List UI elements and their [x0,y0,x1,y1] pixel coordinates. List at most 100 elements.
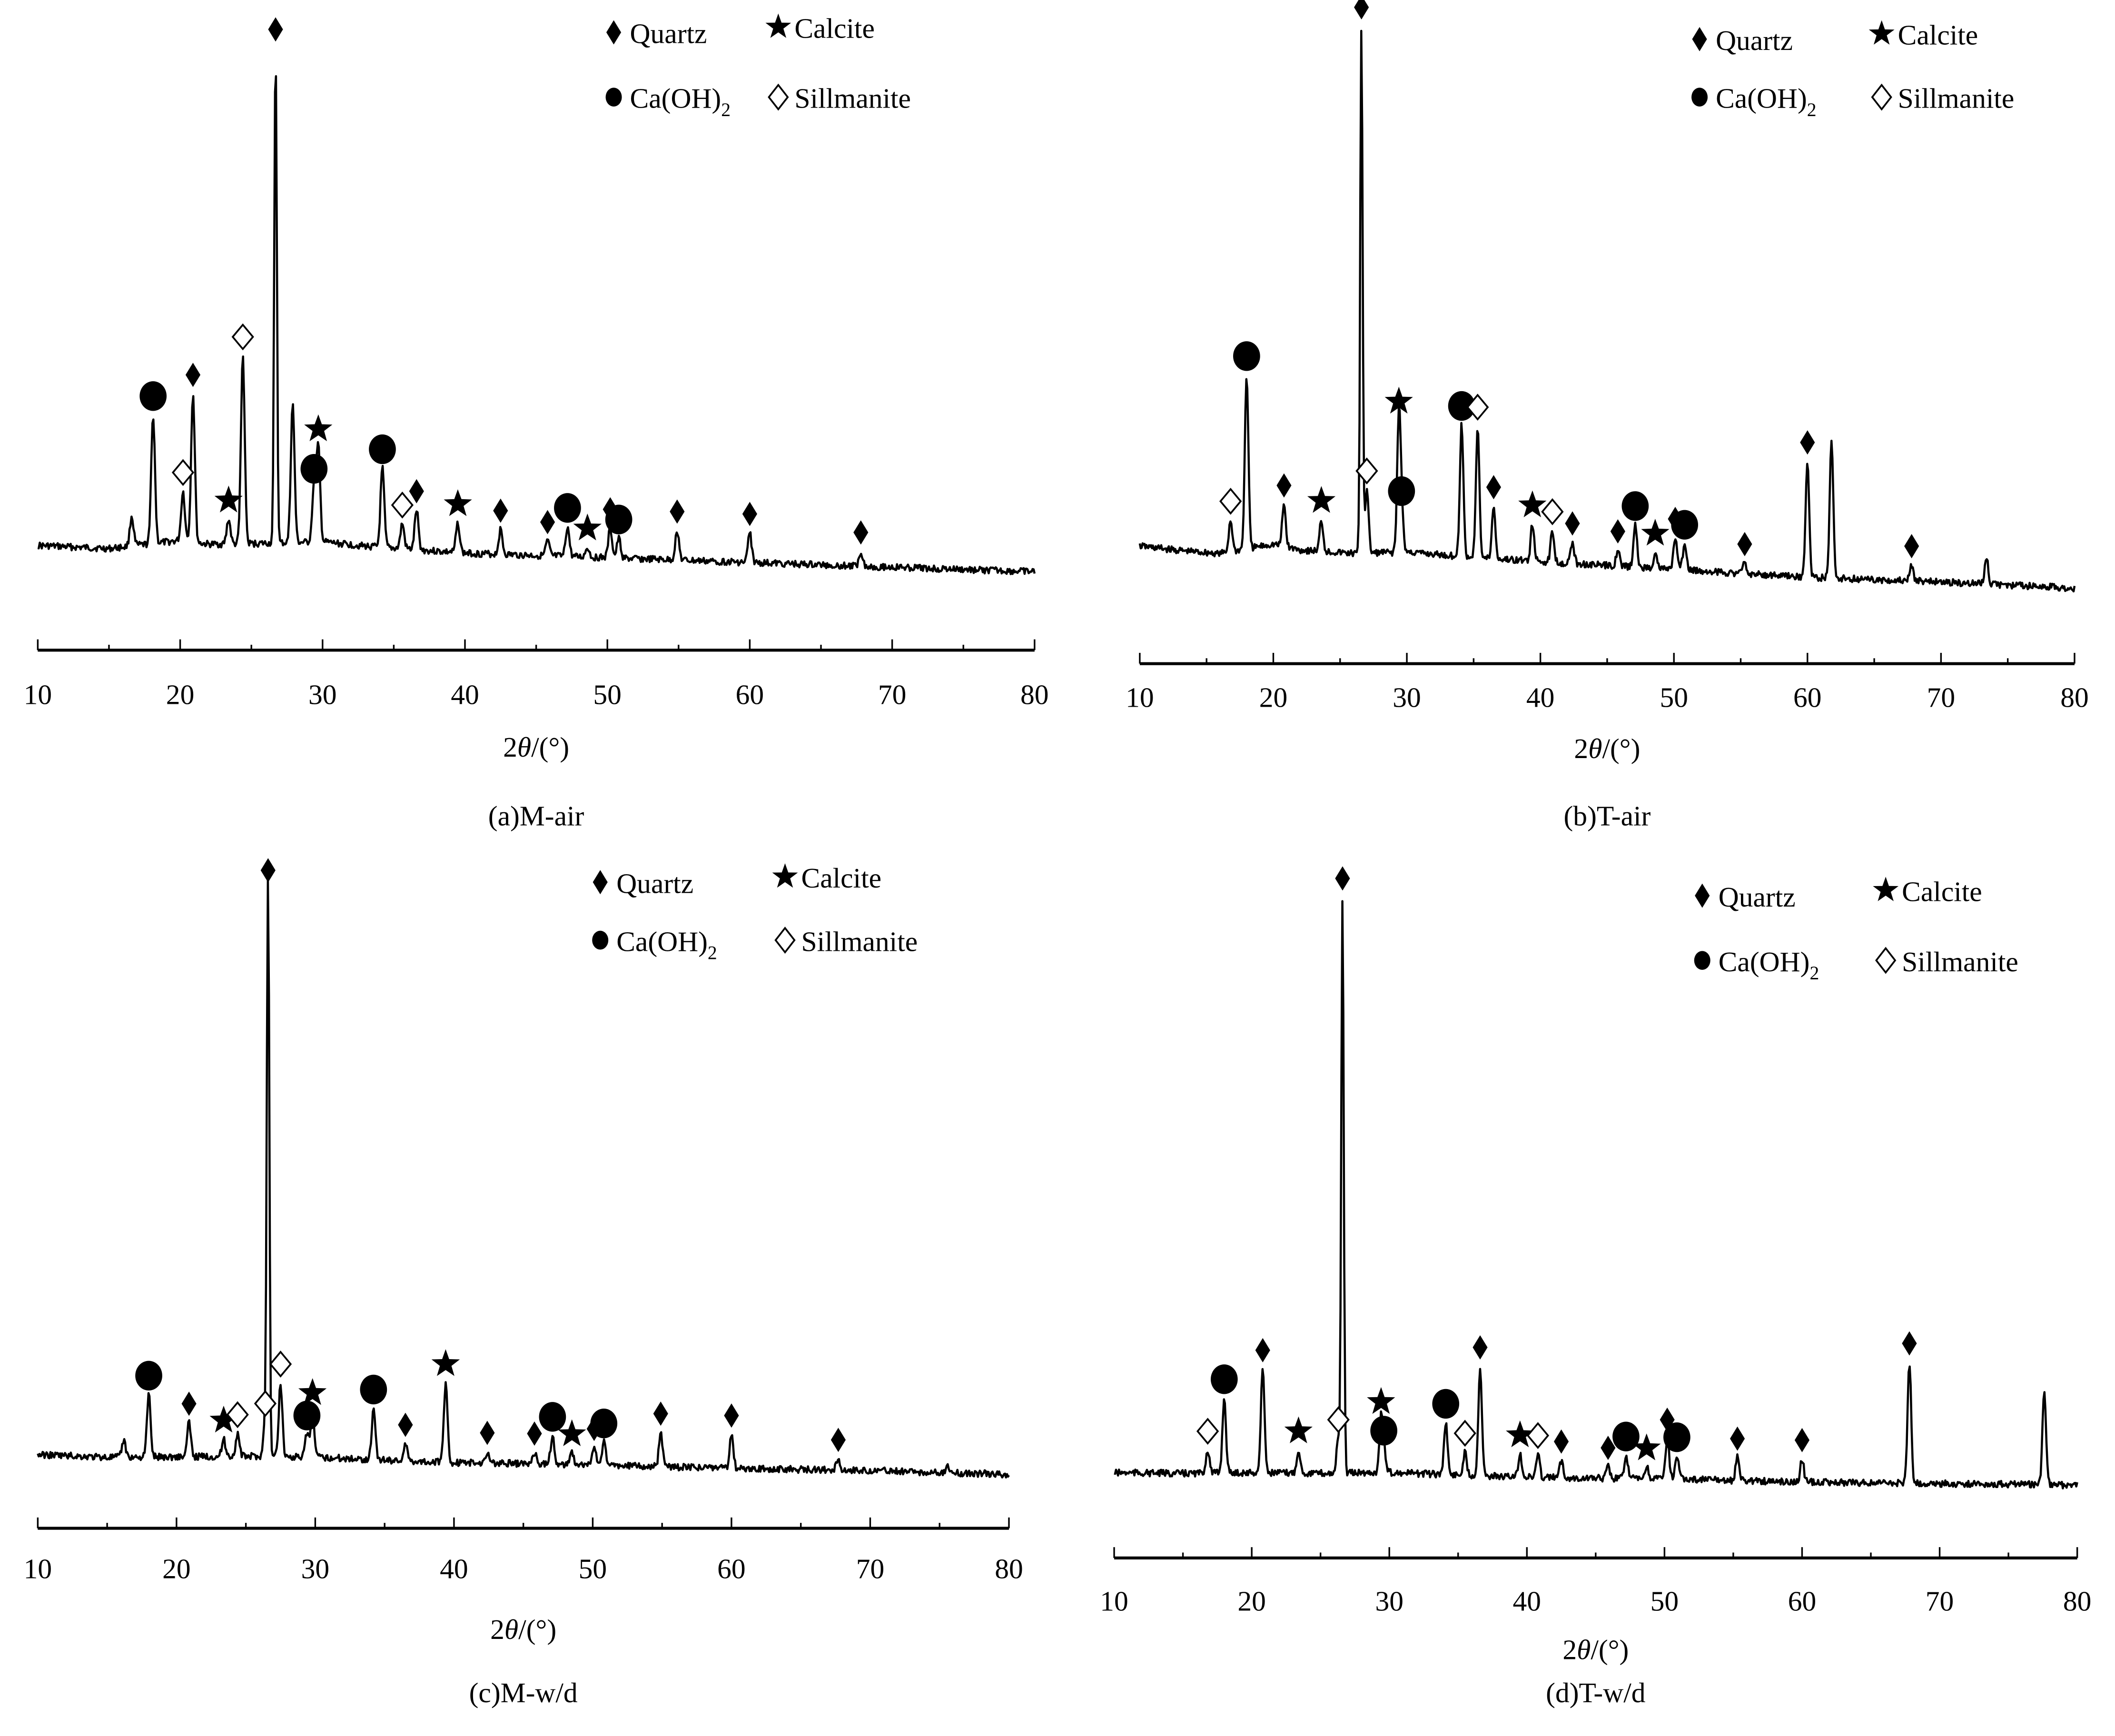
x-tick-label: 40 [1513,1585,1542,1617]
sillmanite-marker [1541,498,1564,525]
quartz-marker [540,510,555,534]
panel-caption: (a)M-air [488,800,584,832]
x-axis-label: 2θ/(°) [503,731,569,763]
x-tick-label: 20 [162,1553,191,1584]
x-tick-label: 70 [856,1553,885,1584]
caoh2-marker [1448,391,1475,421]
caoh2-marker [539,1402,566,1432]
panel-b: 10 20 30 40 50 60 70 80 2θ/(°) (b)T-air Quartz Calc… [1126,0,2089,832]
quartz-marker [1354,0,1369,20]
xrd-trace-d [1114,900,2078,1489]
caoh2-marker [605,504,633,534]
quartz-marker [260,858,276,883]
legend-sillmanite-icon [1871,83,1892,111]
panel-c: 10 20 30 40 50 60 70 80 2θ/(°) (c)M-w/d Quartz Calc… [24,858,1023,1708]
panel-caption: (c)M-w/d [469,1677,578,1708]
calcite-marker [431,1349,460,1376]
legend-label-caoh: Ca(OH)2 [1716,83,1817,120]
quartz-marker [1601,1435,1616,1460]
x-tick-label: 70 [1926,1585,1954,1617]
x-tick-label: 60 [1793,681,1822,713]
caoh2-marker [1612,1421,1640,1451]
caoh2-marker [300,454,328,484]
x-axis-label: 2θ/(°) [490,1614,556,1645]
legend-label-quartz: Quartz [616,868,693,899]
legend: Quartz Calcite Ca(OH)2 Sillmanite [592,862,918,963]
legend-label-caoh: Ca(OH)2 [630,83,731,120]
caoh2-marker [1388,476,1415,506]
quartz-marker [853,520,869,545]
x-tick-label: 40 [451,679,479,710]
quartz-marker [409,479,424,503]
xrd-trace-a [37,75,1036,575]
legend-quartz-icon [1695,883,1710,908]
sillmanite-marker [1526,1422,1550,1449]
x-tick-label: 10 [1126,681,1154,713]
legend-label-sillmanite: Sillmanite [794,83,911,114]
calcite-marker [1518,490,1547,518]
caoh2-marker [554,493,581,523]
legend-label-calcite: Calcite [1902,876,1982,907]
caoh2-marker [293,1401,321,1430]
quartz-marker [1276,473,1292,498]
legend: Quartz Calcite Ca(OH)2 Sillmanite [605,12,911,120]
legend-calcite-icon [772,863,798,888]
caoh2-marker [139,381,167,411]
legend-label-caoh: Ca(OH)2 [616,926,717,963]
quartz-marker [1730,1426,1745,1451]
calcite-marker [573,513,602,541]
calcite-marker [444,489,472,516]
legend-caoh2-icon [1694,951,1710,970]
legend-calcite-icon [1873,877,1899,901]
x-tick-label: 20 [1237,1585,1266,1617]
quartz-marker [742,502,757,526]
legend-label-calcite: Calcite [801,862,882,894]
x-tick-label: 20 [166,679,195,710]
quartz-marker [1473,1335,1488,1360]
x-tick-label: 40 [1526,681,1555,713]
sillmanite-marker [1355,457,1378,485]
quartz-marker [527,1421,542,1446]
sillmanite-marker [171,459,195,486]
x-tick-label: 10 [24,1553,52,1584]
x-tick-label: 10 [1100,1585,1128,1617]
quartz-marker [480,1420,495,1445]
calcite-marker [1641,519,1670,546]
panel-a: 10 20 30 40 50 60 70 80 2θ/(°) (a)M-air Quartz Calc… [24,12,1049,831]
legend-label-quartz: Quartz [630,18,707,49]
panel-caption: (b)T-air [1563,800,1650,832]
calcite-marker [1384,386,1413,414]
sillmanite-marker [226,1401,249,1429]
legend-caoh2-icon [1691,88,1708,107]
x-tick-label: 30 [301,1553,330,1584]
quartz-marker [1737,532,1752,556]
calcite-marker [1632,1433,1661,1460]
legend-label-quartz: Quartz [1719,881,1796,913]
calcite-marker [304,414,333,442]
x-tick-label: 50 [593,679,622,710]
legend-quartz-icon [606,20,622,45]
x-tick-label: 80 [995,1553,1023,1584]
x-tick-label: 30 [1375,1585,1403,1617]
x-tick-label: 70 [1927,681,1956,713]
caoh2-marker [1432,1389,1460,1419]
calcite-marker [1284,1416,1313,1443]
legend-calcite-icon [1868,20,1895,45]
quartz-marker [724,1403,739,1428]
x-tick-label: 60 [1788,1585,1817,1617]
quartz-marker [185,363,201,387]
calcite-marker [298,1378,327,1405]
sillmanite-marker [1453,1420,1476,1447]
panel-d: 10 20 30 40 50 60 70 80 2θ/(°) (d)T-w/d Quartz Calc… [1100,866,2091,1708]
x-tick-label: 60 [717,1553,746,1584]
quartz-marker [398,1412,413,1437]
quartz-marker [1800,430,1815,455]
xrd-trace-c [37,879,1010,1479]
x-tick-label: 10 [24,679,52,710]
quartz-marker [670,499,685,524]
legend: Quartz Calcite Ca(OH)2 Sillmanite [1691,20,2014,120]
quartz-marker [653,1401,668,1426]
x-tick-label: 20 [1259,681,1288,713]
x-axis-label: 2θ/(°) [1574,733,1640,764]
legend-caoh2-icon [605,88,622,107]
